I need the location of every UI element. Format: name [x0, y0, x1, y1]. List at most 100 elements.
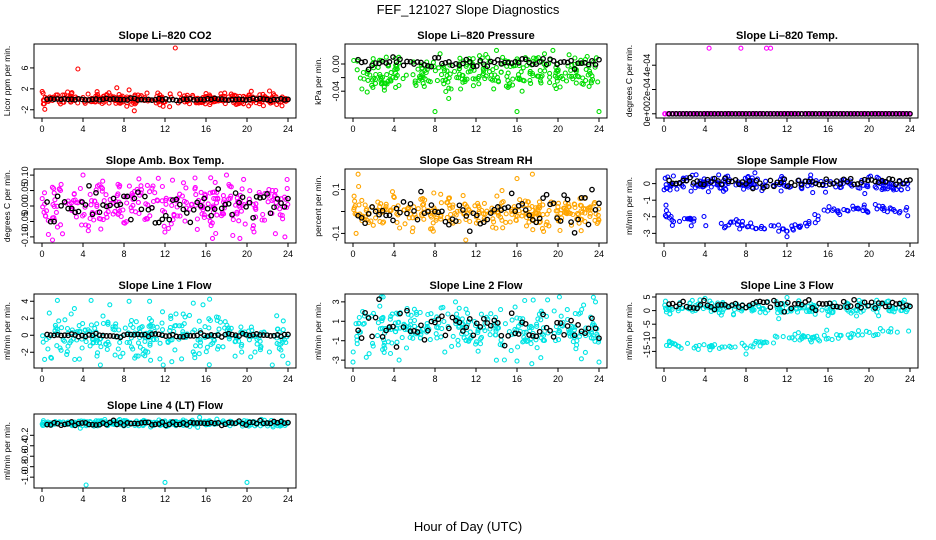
mean-point: [896, 300, 903, 307]
data-point: [532, 209, 538, 215]
mean-point: [736, 110, 742, 117]
mean-point: [585, 61, 592, 68]
data-point: [888, 326, 894, 332]
mean-point: [75, 96, 82, 102]
data-point: [578, 228, 584, 234]
data-point: [733, 182, 739, 188]
data-point: [381, 219, 387, 225]
data-point: [209, 220, 215, 226]
data-point: [239, 99, 245, 105]
mean-point: [358, 335, 365, 341]
mean-point: [536, 215, 543, 222]
data-point: [592, 299, 599, 305]
data-point: [866, 329, 872, 335]
data-point: [556, 294, 562, 300]
data-point: [154, 197, 160, 203]
x-tick-label: 12: [471, 374, 481, 384]
mean-point: [480, 315, 487, 322]
mean-point: [907, 177, 913, 183]
y-tick-label: -0.8: [20, 459, 30, 475]
data-point: [569, 73, 575, 79]
data-point: [490, 322, 496, 328]
mean-point: [131, 195, 138, 202]
data-point: [88, 322, 94, 328]
data-point: [433, 331, 439, 337]
mean-point: [701, 181, 707, 188]
outlier-point: [126, 87, 132, 93]
mean-point: [114, 96, 120, 103]
data-point: [168, 313, 174, 319]
data-point: [155, 175, 161, 181]
mean-point: [571, 332, 578, 339]
mean-point: [463, 213, 470, 219]
data-point: [541, 51, 548, 57]
x-tick-label: 4: [702, 249, 707, 259]
mean-point: [208, 419, 215, 426]
data-point: [510, 76, 516, 82]
data-point: [193, 192, 199, 198]
y-tick-label: -2: [642, 213, 652, 221]
data-point: [564, 211, 570, 217]
mean-point: [211, 332, 218, 339]
data-point: [106, 90, 112, 96]
mean-point: [229, 420, 235, 426]
data-point: [280, 216, 286, 222]
mean-point: [833, 178, 840, 184]
y-tick-label: 0: [642, 181, 652, 186]
mean-point: [592, 325, 599, 332]
data-point: [730, 219, 737, 225]
data-point: [816, 338, 823, 344]
mean-point: [208, 332, 215, 338]
mean-point: [246, 332, 253, 339]
data-point: [428, 214, 434, 220]
data-point: [82, 100, 88, 106]
data-point: [98, 216, 104, 222]
mean-point: [484, 63, 491, 70]
mean-point: [117, 96, 124, 103]
data-point: [117, 354, 123, 360]
data-point: [427, 79, 433, 85]
mean-point: [875, 110, 882, 117]
data-point: [722, 344, 728, 350]
data-point: [252, 349, 258, 355]
data-point: [228, 184, 234, 190]
data-point: [87, 191, 93, 198]
x-tick-label: 8: [743, 249, 748, 259]
data-point: [533, 55, 539, 61]
main-title: FEF_121027 Slope Diagnostics: [377, 2, 560, 17]
data-point: [460, 79, 466, 85]
data-point: [499, 188, 505, 194]
mean-point: [533, 219, 540, 226]
data-point: [247, 188, 253, 194]
x-tick-label: 20: [553, 374, 563, 384]
data-point: [669, 222, 675, 228]
data-point: [387, 350, 394, 357]
data-point: [545, 297, 551, 303]
data-point: [579, 209, 585, 215]
data-point: [143, 201, 149, 207]
data-point: [467, 329, 473, 335]
mean-point: [816, 110, 823, 117]
data-point: [512, 304, 518, 310]
data-point: [447, 71, 453, 77]
mean-point: [393, 59, 400, 65]
data-point: [143, 216, 149, 222]
data-point: [167, 328, 173, 334]
data-point: [456, 75, 462, 81]
series-points: [39, 45, 291, 114]
data-point: [97, 362, 103, 368]
data-point: [862, 191, 868, 197]
data-point: [595, 79, 601, 85]
data-point: [153, 336, 160, 342]
mean-point: [79, 420, 85, 426]
data-point: [444, 68, 450, 74]
data-point: [530, 297, 536, 303]
mean-point: [89, 421, 96, 428]
mean-point: [414, 59, 421, 65]
data-point: [675, 308, 681, 314]
data-point: [890, 185, 896, 191]
data-point: [186, 312, 193, 318]
data-point: [165, 225, 172, 231]
data-point: [200, 302, 206, 308]
mean-point: [110, 333, 117, 339]
